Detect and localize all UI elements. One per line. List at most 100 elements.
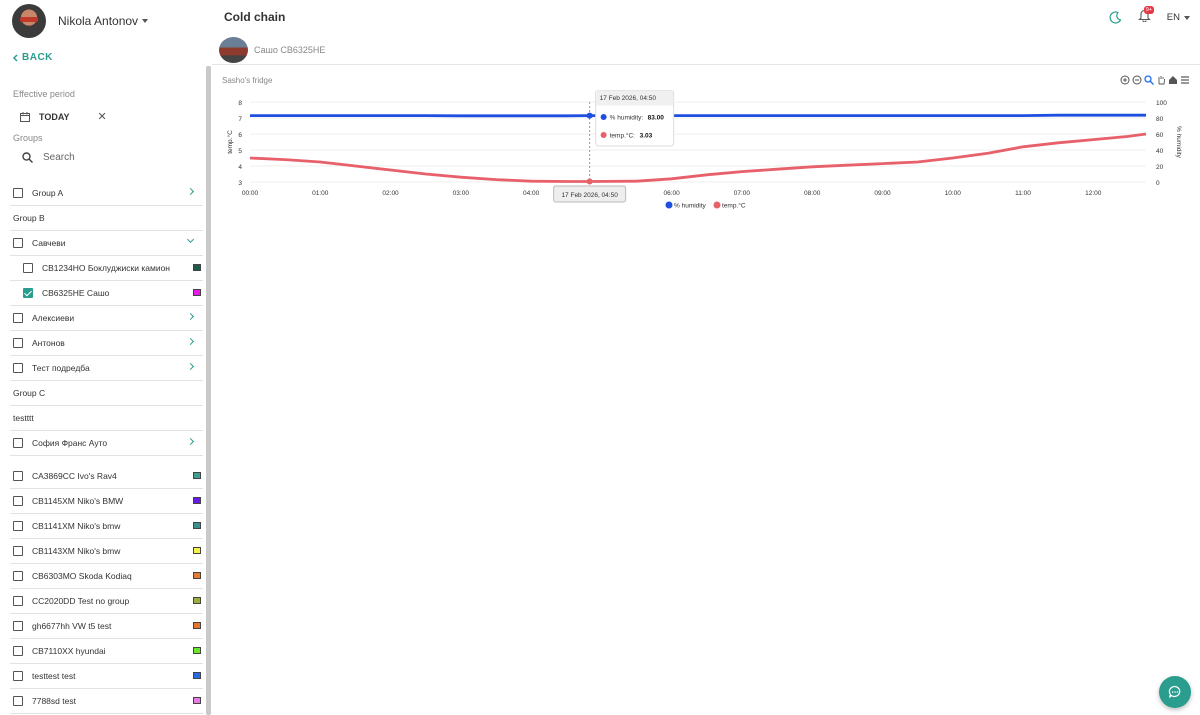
x-tick-label: 11:00 [1015, 190, 1031, 197]
notifications-button[interactable]: 9+ [1137, 6, 1155, 27]
row-label: CC2020DD Test no group [32, 596, 130, 606]
period-value: TODAY [39, 111, 70, 122]
checkbox[interactable] [13, 621, 23, 631]
pan-hand-icon[interactable] [1156, 75, 1166, 85]
y2-tick-label: 0 [1156, 180, 1160, 187]
group-item[interactable]: Савчеви [10, 231, 203, 256]
period-selector[interactable]: TODAY ✕ [20, 110, 107, 123]
group-item[interactable]: Алексиеви [10, 306, 203, 331]
x-tick-label: 07:00 [734, 190, 751, 197]
chevron-left-icon [12, 53, 18, 62]
clear-period-icon[interactable]: ✕ [97, 111, 107, 123]
color-swatch [193, 264, 201, 271]
vehicle-item[interactable]: CB1234HO Боклуджиски камион [10, 256, 203, 281]
vehicle-item[interactable]: testtest test [10, 664, 203, 689]
checkbox[interactable] [13, 238, 23, 248]
vehicle-item[interactable]: 7788sd test [10, 689, 203, 714]
search-input[interactable]: Search [22, 152, 75, 163]
row-label: CB1141XM Niko's bmw [32, 521, 121, 531]
group-item[interactable]: Тест подредба [10, 356, 203, 381]
color-swatch [193, 522, 201, 529]
checkbox[interactable] [23, 263, 33, 273]
chevron-right-icon[interactable] [186, 362, 195, 371]
user-menu[interactable]: Nikola Antonov [12, 4, 149, 38]
vehicle-item[interactable]: CB1145XM Niko's BMW [10, 489, 203, 514]
legend-humidity-label: % humidity [674, 203, 707, 210]
checkbox[interactable] [13, 438, 23, 448]
back-button[interactable]: BACK [12, 52, 53, 63]
chevron-right-icon[interactable] [186, 312, 195, 321]
color-swatch [193, 597, 201, 604]
row-label: Тест подредба [32, 363, 90, 373]
checkbox[interactable] [13, 313, 23, 323]
checkbox[interactable] [13, 471, 23, 481]
color-swatch [193, 697, 201, 704]
chevron-right-icon[interactable] [186, 437, 195, 446]
y2-axis-label: % humidity [1175, 126, 1182, 159]
zoom-out-icon[interactable] [1132, 75, 1142, 85]
language-label: EN [1166, 12, 1180, 23]
sidebar-scrollbar[interactable] [206, 66, 211, 715]
checkbox[interactable] [13, 188, 23, 198]
chevron-right-icon[interactable] [186, 337, 195, 346]
back-label: BACK [22, 52, 53, 63]
group-header[interactable]: Group B [10, 206, 203, 231]
checkbox[interactable] [13, 596, 23, 606]
checkbox[interactable] [13, 646, 23, 656]
notification-badge: 9+ [1143, 6, 1155, 14]
vehicle-item[interactable]: CB1141XM Niko's bmw [10, 514, 203, 539]
row-label: CB7110XX hyundai [32, 646, 106, 656]
checkbox[interactable] [13, 338, 23, 348]
chat-button[interactable] [1159, 676, 1191, 708]
avatar [12, 4, 46, 38]
checkbox[interactable] [23, 288, 33, 298]
x-tick-label: 01:00 [312, 190, 329, 197]
group-item[interactable]: Антонов [10, 331, 203, 356]
vehicle-item[interactable]: CB6325HE Сашо [10, 281, 203, 306]
group-item[interactable]: София Франс Ауто [10, 431, 203, 456]
x-tick-label: 00:00 [242, 190, 259, 197]
tooltip-header [596, 90, 674, 106]
vehicle-item[interactable]: CB6303MO Skoda Kodiaq [10, 564, 203, 589]
chart-title: Sasho's fridge [222, 76, 273, 85]
chevron-right-icon[interactable] [186, 187, 195, 196]
series-line-temp-c [249, 132, 1147, 183]
zoom-in-icon[interactable] [1120, 75, 1130, 85]
color-swatch [193, 647, 201, 654]
language-selector[interactable]: EN [1167, 12, 1190, 23]
chevron-down-icon[interactable] [186, 235, 195, 244]
y-tick-label: 7 [238, 116, 242, 123]
vehicle-item[interactable]: CA3869CC Ivo's Rav4 [10, 464, 203, 489]
selection-zoom-icon[interactable] [1144, 75, 1154, 85]
effective-period-label: Effective period [13, 89, 75, 99]
y2-tick-label: 100 [1156, 100, 1167, 107]
row-label: CB1234HO Боклуджиски камион [42, 263, 170, 273]
search-placeholder: Search [43, 152, 75, 163]
group-item[interactable]: Group A [10, 181, 203, 206]
row-label: 7788sd test [32, 696, 76, 706]
header-divider [212, 64, 1200, 65]
group-header[interactable]: testttt [10, 406, 203, 431]
vehicle-item[interactable]: CB1143XM Niko's bmw [10, 539, 203, 564]
vehicle-item[interactable]: gh6677hh VW t5 test [10, 614, 203, 639]
vehicle-item[interactable]: CC2020DD Test no group [10, 589, 203, 614]
row-label: testttt [13, 413, 34, 423]
checkbox[interactable] [13, 496, 23, 506]
dark-mode-moon-icon[interactable] [1109, 11, 1122, 24]
row-label: София Франс Ауто [32, 438, 108, 448]
checkbox[interactable] [13, 696, 23, 706]
checkbox[interactable] [13, 546, 23, 556]
vehicle-item[interactable]: CB7110XX hyundai [10, 639, 203, 664]
checkbox[interactable] [13, 363, 23, 373]
groups-label: Groups [13, 133, 43, 143]
home-reset-icon[interactable] [1168, 75, 1178, 85]
checkbox[interactable] [13, 521, 23, 531]
checkbox[interactable] [13, 671, 23, 681]
group-header[interactable]: Group C [10, 381, 203, 406]
x-tick-label: 09:00 [874, 190, 891, 197]
color-swatch [193, 672, 201, 679]
y-tick-label: 8 [238, 100, 242, 107]
checkbox[interactable] [13, 571, 23, 581]
menu-icon[interactable] [1180, 75, 1190, 85]
